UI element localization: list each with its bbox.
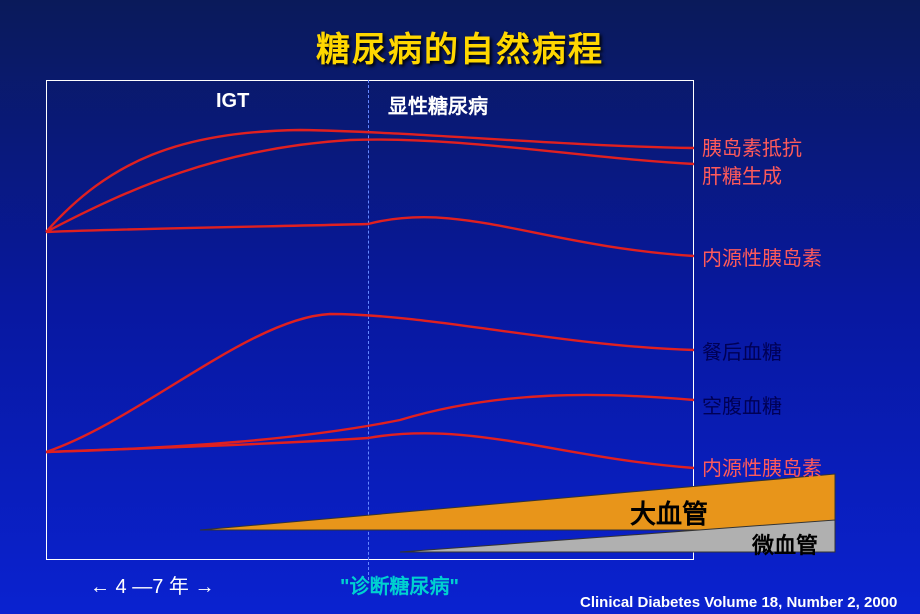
line-label-postprandial: 餐后血糖 [702,336,782,365]
years-range: ← 4 —7 年 → [90,570,214,599]
macro-vascular-label: 大血管 [630,494,708,531]
macro-vascular-wedge [200,474,835,530]
line-label-hepatic_glucose: 肝糖生成 [702,160,782,189]
line-label-endogenous_insulin1: 内源性胰岛素 [702,242,822,271]
line-label-endogenous_insulin2: 内源性胰岛素 [702,452,822,481]
citation: Clinical Diabetes Volume 18, Number 2, 2… [580,594,897,611]
line-label-fasting_glucose: 空腹血糖 [702,390,782,419]
line-label-insulin_resistance: 胰岛素抵抗 [702,132,802,161]
wedges-svg [0,0,920,614]
micro-vascular-label: 微血管 [752,528,818,560]
diagnosis-label: "诊断糖尿病" [340,570,459,599]
